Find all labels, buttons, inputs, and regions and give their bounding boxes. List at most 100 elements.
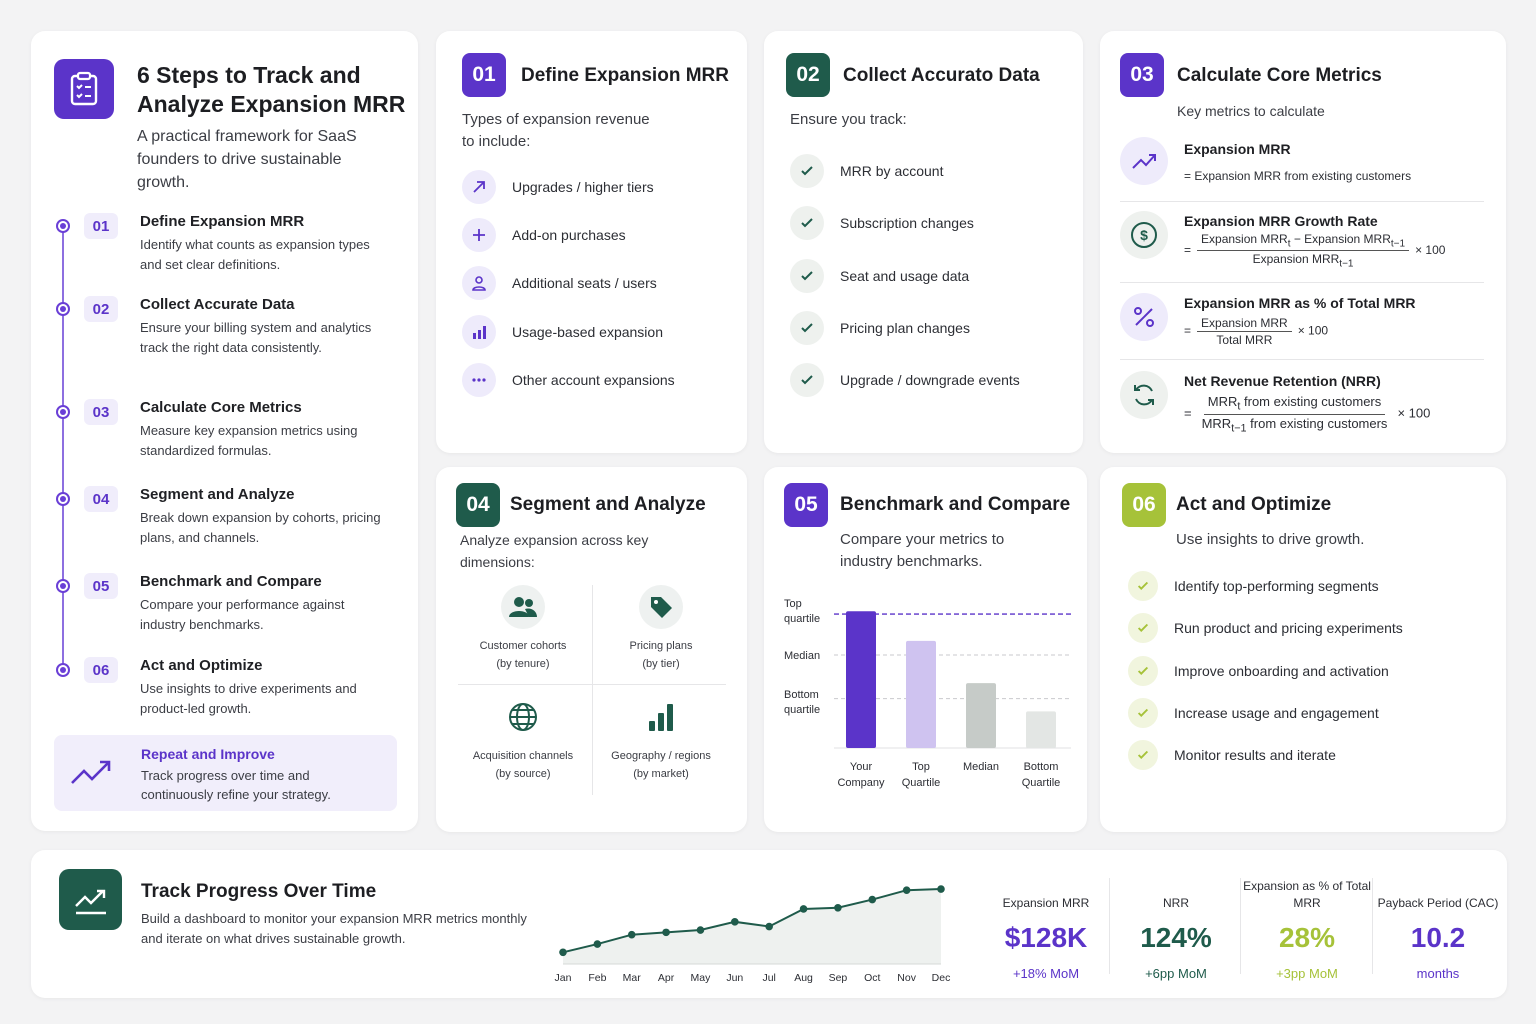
- step-number: 06: [84, 657, 118, 683]
- segment-pricing[interactable]: Pricing plans (by tier): [594, 585, 728, 673]
- stat-payback-period: Payback Period (CAC) 10.2 months: [1377, 896, 1499, 981]
- benchmark-bar-chart: Your Company Top Quartile Median Bottom Quarti…: [834, 611, 1071, 789]
- step-title: Segment and Analyze: [140, 486, 295, 503]
- expansion-type-item: Add-on purchases: [462, 218, 626, 252]
- step-title: Collect Accurate Data: [140, 296, 295, 313]
- action-item: Increase usage and engagement: [1128, 698, 1379, 728]
- divider: [1120, 201, 1484, 202]
- bar: [846, 611, 876, 748]
- check-icon: [790, 154, 824, 188]
- x-tick-label: Jul: [762, 972, 775, 984]
- trend-point: [731, 918, 739, 926]
- tracked-item: Subscription changes: [790, 206, 974, 240]
- page-title-line2: Analyze Expansion MRR: [137, 91, 406, 117]
- stat-expansion-pct: Expansion as % of Total MRR 28% +3pp MoM: [1243, 879, 1371, 981]
- card-intro: Types of expansion revenue to include:: [462, 111, 650, 150]
- action-item: Monitor results and iterate: [1128, 740, 1336, 770]
- clipboard-checklist-icon: [54, 59, 114, 119]
- trend-up-icon: [1120, 137, 1168, 185]
- users-group-icon: [501, 585, 545, 629]
- trend-up-icon: [71, 760, 111, 784]
- action-item: Run product and pricing experiments: [1128, 613, 1403, 643]
- metric-growth-rate: $ Expansion MRR Growth Rate = Expansion M…: [1120, 211, 1484, 281]
- trend-point: [765, 922, 773, 931]
- x-tick-label: May: [691, 972, 712, 984]
- act-optimize-card: 06 Act and Optimize Use insights to driv…: [1100, 467, 1506, 832]
- bar: [906, 640, 936, 748]
- stat-divider: [1372, 878, 1373, 974]
- pct-fraction: Expansion MRR Total MRR: [1197, 316, 1292, 347]
- x-tick-label: Median: [963, 761, 999, 773]
- stat-divider: [1109, 878, 1110, 974]
- monthly-trend-chart: Jan Feb Mar Apr May Jun Jul Aug Sep Oct Nov Dec: [555, 885, 950, 984]
- step-description: Use insights to drive experiments and pr…: [140, 681, 357, 716]
- segment-channels[interactable]: Acquisition channels (by source): [456, 695, 590, 783]
- divider: [1120, 282, 1484, 283]
- x-tick-label: Quartile: [902, 777, 941, 789]
- check-icon: [790, 259, 824, 293]
- divider: [1120, 359, 1484, 360]
- step-title: Calculate Core Metrics: [140, 399, 302, 416]
- trend-point: [559, 948, 567, 957]
- expansion-type-item: Other account expansions: [462, 363, 675, 397]
- progress-description: Build a dashboard to monitor your expans…: [141, 911, 527, 946]
- step-number: 03: [84, 399, 118, 425]
- trend-point: [662, 928, 670, 937]
- trend-point: [937, 885, 945, 893]
- core-metrics-card: 03 Calculate Core Metrics Key metrics to…: [1100, 31, 1506, 453]
- ylabel-top: Top quartile: [784, 598, 821, 625]
- steps-overview-card: 6 Steps to Track and Analyze Expansion M…: [31, 31, 418, 831]
- step-dot: [56, 219, 70, 233]
- x-tick-label: Sep: [829, 972, 848, 984]
- step-description: Identify what counts as expansion types …: [140, 237, 370, 272]
- repeat-improve-box[interactable]: Repeat and Improve Track progress over t…: [54, 735, 397, 811]
- user-icon: [462, 266, 496, 300]
- x-tick-label: Your: [850, 761, 873, 773]
- step-badge: 03: [1120, 53, 1164, 97]
- card-title: Collect Accurato Data: [843, 65, 1040, 86]
- card-intro: Use insights to drive growth.: [1176, 531, 1365, 548]
- grid-divider-h: [458, 684, 726, 685]
- plus-icon: [462, 218, 496, 252]
- step-dot: [56, 405, 70, 419]
- repeat-title: Repeat and Improve: [141, 746, 275, 762]
- trend-line: [562, 888, 942, 954]
- track-progress-panel: Track Progress Over Time Build a dashboa…: [31, 850, 1507, 998]
- timeline-line: [62, 225, 64, 665]
- step-description: Compare your performance against industr…: [140, 597, 345, 632]
- step-badge: 06: [1122, 483, 1166, 527]
- step-badge: 02: [786, 53, 830, 97]
- check-icon: [1128, 571, 1158, 601]
- bar: [1026, 711, 1056, 748]
- stat-nrr: NRR 124% +6pp MoM: [1140, 896, 1212, 981]
- segment-geography[interactable]: Geography / regions (by market): [594, 695, 728, 783]
- segment-cohorts[interactable]: Customer cohorts (by tenure): [456, 585, 590, 673]
- x-tick-label: Apr: [658, 972, 675, 984]
- trend-point: [627, 930, 636, 939]
- check-icon: [1128, 656, 1158, 686]
- step-description: Measure key expansion metrics using stan…: [140, 423, 358, 458]
- trend-point: [593, 940, 602, 948]
- globe-icon: [501, 695, 545, 739]
- step-number: 02: [84, 296, 118, 322]
- expansion-type-item: Additional seats / users: [462, 266, 657, 300]
- x-tick-label: Company: [837, 777, 885, 789]
- card-intro: Analyze expansion across key dimensions:: [460, 532, 649, 570]
- check-icon: [790, 206, 824, 240]
- card-title: Calculate Core Metrics: [1177, 65, 1382, 86]
- step-description: Break down expansion by cohorts, pricing…: [140, 510, 381, 545]
- x-tick-label: Feb: [588, 972, 606, 984]
- check-icon: [790, 311, 824, 345]
- trend-area: [563, 889, 941, 964]
- metric-expansion-mrr: Expansion MRR = Expansion MRR from exist…: [1120, 137, 1484, 197]
- step-badge: 01: [462, 53, 506, 97]
- timeline: 01 Define Expansion MRR Identify what coun…: [54, 213, 404, 733]
- check-icon: [1128, 740, 1158, 770]
- step-dot: [56, 302, 70, 316]
- collect-data-card: 02 Collect Accurato Data Ensure you trac…: [764, 31, 1083, 453]
- check-icon: [790, 363, 824, 397]
- percent-icon: [1120, 293, 1168, 341]
- x-tick-label: Aug: [794, 972, 813, 984]
- segment-analyze-card: 04 Segment and Analyze Analyze expansion…: [436, 467, 747, 832]
- x-tick-label: Mar: [623, 972, 642, 984]
